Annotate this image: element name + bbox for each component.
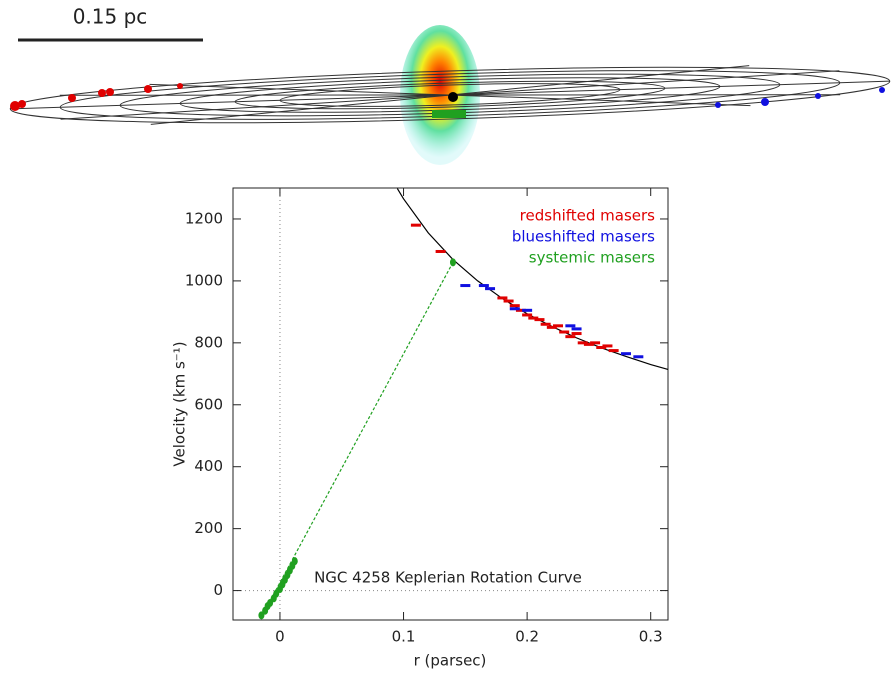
x-tick-label: 0.2 bbox=[515, 628, 539, 646]
scale-label: 0.15 pc bbox=[73, 5, 148, 29]
maser-point bbox=[620, 352, 631, 356]
x-tick-label: 0.3 bbox=[639, 628, 663, 646]
maser-point bbox=[608, 349, 619, 353]
maser-point bbox=[449, 258, 456, 267]
plot-frame bbox=[232, 187, 669, 621]
maser-point bbox=[633, 355, 644, 359]
annotation: NGC 4258 Keplerian Rotation Curve bbox=[314, 569, 582, 587]
y-axis-label: Velocity (km s⁻¹) bbox=[171, 341, 189, 466]
maser-point bbox=[590, 341, 601, 345]
x-tick-label: 0 bbox=[275, 628, 285, 646]
disk-masers bbox=[10, 83, 885, 118]
legend-entry: blueshifted masers bbox=[512, 228, 655, 246]
maser-point bbox=[485, 287, 496, 291]
maser-point bbox=[540, 322, 551, 326]
maser-point bbox=[497, 296, 508, 300]
x-tick-label: 0.1 bbox=[392, 628, 416, 646]
maser-point bbox=[559, 330, 570, 334]
maser-point bbox=[602, 344, 613, 348]
maser-point bbox=[509, 307, 520, 311]
maser-point bbox=[528, 316, 539, 320]
disk-diagram: 0.15 pc bbox=[9, 5, 891, 165]
y-tick-label: 600 bbox=[194, 395, 223, 413]
y-tick-label: 1000 bbox=[185, 271, 223, 289]
maser-point bbox=[478, 284, 489, 288]
maser-point bbox=[583, 342, 594, 346]
maser-point bbox=[522, 308, 533, 312]
maser-point bbox=[577, 341, 588, 345]
maser-point bbox=[534, 318, 545, 322]
x-axis-label: r (parsec) bbox=[414, 652, 487, 670]
y-tick-label: 1200 bbox=[185, 209, 223, 227]
maser-point bbox=[565, 324, 576, 328]
maser-point bbox=[596, 345, 607, 349]
maser-point bbox=[565, 335, 576, 339]
maser-point bbox=[435, 249, 446, 253]
y-tick-label: 800 bbox=[194, 333, 223, 351]
maser-point bbox=[291, 557, 298, 566]
maser-point bbox=[522, 313, 533, 317]
y-tick-label: 200 bbox=[194, 519, 223, 537]
maser-point bbox=[553, 324, 564, 328]
maser-point bbox=[509, 304, 520, 308]
maser-point bbox=[546, 325, 557, 329]
maser-point bbox=[410, 223, 421, 227]
y-tick-label: 400 bbox=[194, 457, 223, 475]
maser-point bbox=[460, 284, 471, 288]
maser-point bbox=[515, 308, 526, 312]
maser-point bbox=[571, 332, 582, 336]
y-tick-label: 0 bbox=[213, 581, 223, 599]
maser-point bbox=[571, 327, 582, 331]
maser-point bbox=[503, 299, 514, 303]
legend-entry: systemic masers bbox=[529, 249, 655, 267]
chart: NGC 4258 Keplerian Rotation Curve r (par… bbox=[171, 187, 669, 670]
legend-entry: redshifted masers bbox=[520, 207, 656, 225]
